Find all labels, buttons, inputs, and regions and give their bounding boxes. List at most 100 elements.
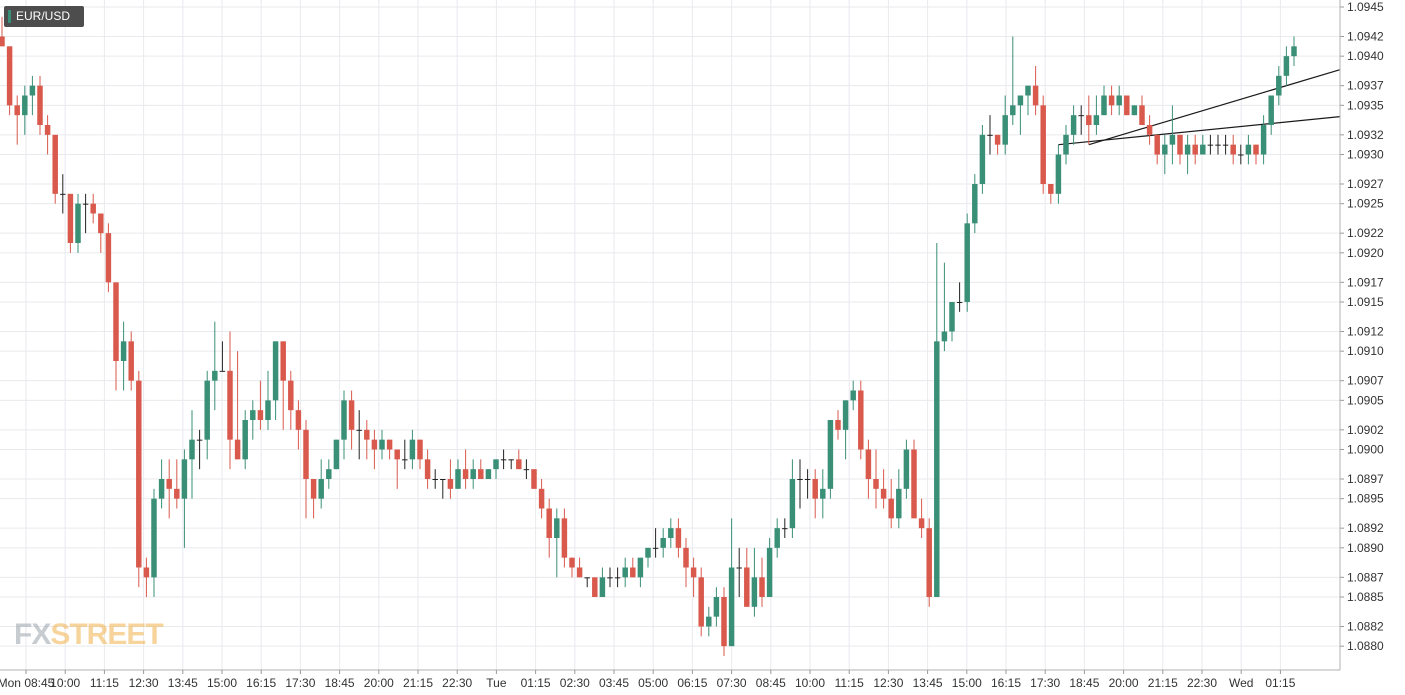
candle [675, 518, 682, 558]
candle-body [1139, 105, 1145, 125]
candle-body [941, 331, 948, 342]
candle [858, 380, 864, 460]
candle [52, 134, 58, 204]
candle-body [1055, 154, 1062, 194]
candle [234, 351, 241, 460]
candle [478, 459, 484, 479]
candle [1101, 85, 1107, 116]
x-tick-label: 11:15 [90, 676, 119, 690]
candle [569, 557, 575, 578]
candle [333, 439, 340, 470]
y-tick-label: 1.0882 [1347, 620, 1384, 634]
candle-body [918, 518, 925, 529]
candle [880, 469, 887, 509]
candle-body [1215, 144, 1221, 146]
x-tick-label: 16:15 [246, 676, 276, 690]
candle-body [1230, 144, 1236, 155]
x-tick-label: Mon 08:45 [0, 676, 55, 690]
candle-body [326, 469, 332, 479]
candle-body [584, 577, 590, 579]
candle [60, 174, 66, 214]
x-tick-label: 15:00 [207, 676, 237, 690]
candle-body [0, 36, 5, 47]
candle [470, 459, 476, 489]
candle [934, 243, 940, 597]
candle [896, 469, 902, 529]
candle-body [1086, 115, 1092, 125]
candle [690, 557, 697, 597]
candle-body [888, 498, 894, 519]
lower-trendline [1088, 69, 1341, 146]
candle [326, 459, 332, 489]
y-tick-label: 1.0905 [1347, 393, 1384, 407]
candle [516, 449, 522, 470]
candle-body [1093, 115, 1100, 125]
candle-body [212, 370, 218, 381]
y-tick-label: 1.0900 [1347, 443, 1384, 457]
candle [1063, 125, 1069, 165]
candle-body [440, 479, 446, 480]
candle [873, 449, 879, 509]
candle [607, 567, 613, 588]
candle [888, 479, 894, 529]
candle-body [386, 439, 393, 450]
candle-body [675, 528, 682, 548]
candle [538, 479, 545, 519]
candle [1215, 134, 1221, 155]
candle-body [364, 429, 370, 440]
logo-suffix: STREET [50, 618, 163, 651]
candle-body [820, 488, 826, 499]
candle [1291, 36, 1297, 66]
candle-body [979, 134, 986, 184]
candle [1162, 134, 1168, 175]
x-tick-label: 15:00 [952, 676, 982, 690]
candle [1276, 66, 1282, 106]
candle [979, 125, 986, 194]
candle [645, 547, 651, 568]
candle [842, 400, 849, 460]
candle-body [1131, 105, 1138, 116]
candle [485, 469, 492, 479]
candle-body [782, 528, 788, 530]
candle [1230, 134, 1236, 165]
candle-body [850, 390, 856, 401]
candle-body [1017, 95, 1024, 106]
candle-body [797, 479, 803, 480]
candle-body [189, 439, 195, 460]
candle-body [508, 459, 514, 461]
candle-body [1124, 95, 1130, 116]
candle-body [561, 518, 568, 558]
candle [67, 193, 74, 253]
x-tick-label: 02:30 [560, 676, 590, 690]
candle [1025, 85, 1031, 116]
candle [257, 380, 264, 430]
candle-body [409, 439, 416, 460]
x-tick-label: 18:45 [325, 676, 355, 690]
candle [1222, 134, 1229, 155]
candle [227, 331, 233, 470]
x-tick-label: 13:45 [913, 676, 943, 690]
candle-body [1253, 144, 1259, 155]
candle [523, 459, 530, 479]
fxstreet-logo: FXSTREET [14, 618, 164, 652]
x-tick-label: 20:00 [1109, 676, 1139, 690]
candle-body [842, 400, 849, 430]
candle-body [280, 341, 286, 381]
candle-body [90, 203, 96, 214]
candle-body [37, 85, 43, 125]
candle [174, 459, 180, 509]
candle-body [1238, 154, 1244, 156]
candle [280, 341, 286, 430]
candle-body [272, 341, 279, 401]
candle-body [82, 203, 89, 205]
candle [189, 410, 195, 499]
candle [318, 459, 324, 509]
candle-body [569, 557, 575, 568]
candle [926, 518, 932, 607]
candle [1116, 85, 1122, 116]
y-tick-label: 1.0890 [1347, 541, 1384, 555]
candle [120, 321, 127, 391]
candle [1040, 95, 1046, 194]
